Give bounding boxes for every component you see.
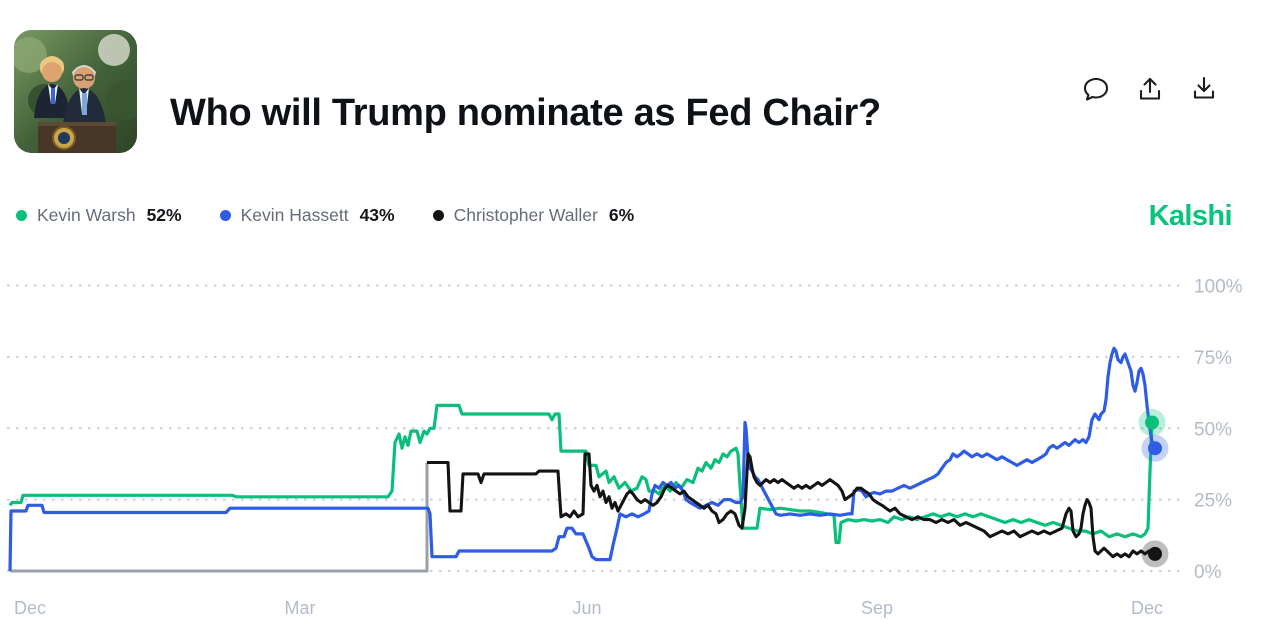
share-button[interactable] bbox=[1135, 74, 1165, 104]
kalshi-logo[interactable]: Kalshi bbox=[1148, 200, 1233, 232]
share-icon bbox=[1139, 77, 1161, 100]
legend-dot-kevin-hassett bbox=[219, 210, 231, 221]
legend-value: 52% bbox=[146, 205, 182, 225]
series-line-waller-prelisting bbox=[10, 462, 429, 573]
series-end-dot-kevin-warsh bbox=[1145, 415, 1159, 430]
market-thumbnail-image bbox=[14, 30, 137, 153]
download-icon bbox=[1193, 76, 1215, 99]
legend-name: Kevin Warsh bbox=[37, 205, 136, 225]
y-axis-label-75: 75% bbox=[1194, 348, 1232, 369]
legend-item-kevin-hassett[interactable]: Kevin Hassett 43% bbox=[219, 205, 395, 226]
x-axis-label: Sep bbox=[861, 598, 893, 618]
legend-value: 43% bbox=[359, 205, 395, 225]
download-button[interactable] bbox=[1189, 74, 1219, 104]
series-end-dot-kevin-hassett bbox=[1148, 441, 1162, 456]
series-line-kevin-warsh bbox=[8, 403, 1154, 545]
x-axis-label: Dec bbox=[1131, 598, 1163, 618]
y-axis-label-0: 0% bbox=[1194, 562, 1222, 583]
y-axis-label-25: 25% bbox=[1194, 491, 1232, 512]
page-title: Who will Trump nominate as Fed Chair? bbox=[170, 92, 881, 135]
legend-value: 6% bbox=[608, 205, 635, 225]
speech-bubble-icon bbox=[1083, 77, 1109, 101]
legend-name: Christopher Waller bbox=[453, 205, 598, 225]
chart-legend: Kevin Warsh 52% Kevin Hassett 43% Christophe… bbox=[16, 205, 634, 226]
series-line-christopher-waller bbox=[427, 452, 1155, 559]
header-actions bbox=[1081, 74, 1219, 104]
x-axis-label: Mar bbox=[285, 598, 316, 618]
legend-item-christopher-waller[interactable]: Christopher Waller 6% bbox=[432, 205, 635, 226]
legend-name: Kevin Hassett bbox=[240, 205, 349, 225]
legend-dot-kevin-warsh bbox=[16, 210, 27, 221]
y-axis-label-50: 50% bbox=[1194, 419, 1232, 440]
legend-item-kevin-warsh[interactable]: Kevin Warsh 52% bbox=[16, 205, 182, 226]
market-thumbnail bbox=[14, 30, 137, 153]
y-axis-label-100: 100% bbox=[1194, 277, 1243, 298]
x-axis-label: Dec bbox=[14, 598, 46, 618]
x-axis-label: Jun bbox=[572, 598, 601, 618]
legend-dot-christopher-waller bbox=[432, 210, 444, 221]
series-end-dot-christopher-waller bbox=[1148, 546, 1162, 561]
comment-button[interactable] bbox=[1081, 74, 1111, 104]
series-line-kevin-hassett bbox=[8, 346, 1157, 572]
